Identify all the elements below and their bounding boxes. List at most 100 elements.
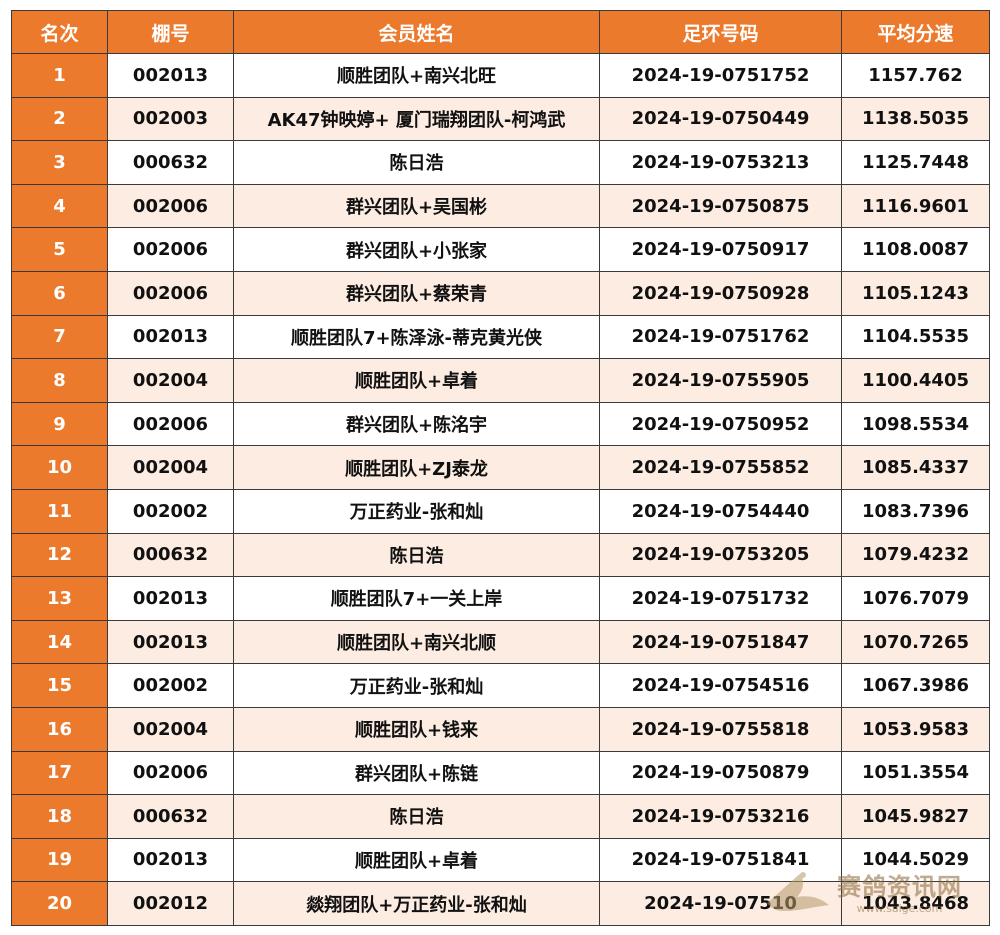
table-row: 6 002006 群兴团队+蔡荣青 2024-19-0750928 1105.1243	[11, 270, 990, 316]
ring-number-cell: 2024-19-0750917	[599, 227, 842, 272]
average-speed-cell: 1125.7448	[841, 140, 990, 185]
average-speed-cell: 1083.7396	[841, 488, 990, 534]
member-name-cell: 顺胜团队+卓着	[233, 837, 600, 883]
header-loft: 棚号	[107, 10, 234, 54]
rank-cell: 3	[11, 140, 108, 185]
rank-cell: 15	[11, 663, 108, 708]
average-speed-cell: 1116.9601	[841, 183, 990, 229]
rank-cell: 14	[11, 619, 108, 665]
loft-cell: 002006	[107, 401, 234, 447]
average-speed-cell: 1044.5029	[841, 837, 990, 883]
loft-cell: 002002	[107, 488, 234, 534]
loft-cell: 000632	[107, 532, 234, 578]
loft-cell: 002012	[107, 881, 234, 926]
average-speed-cell: 1104.5535	[841, 314, 990, 360]
rank-cell: 19	[11, 837, 108, 883]
ring-number-cell: 2024-19-0750879	[599, 750, 842, 796]
loft-cell: 002004	[107, 445, 234, 490]
loft-cell: 002006	[107, 183, 234, 229]
ring-number-cell: 2024-19-0755818	[599, 706, 842, 752]
rank-cell: 1	[11, 53, 108, 98]
rank-cell: 18	[11, 794, 108, 839]
average-speed-cell: 1100.4405	[841, 358, 990, 403]
ring-number-cell: 2024-19-0750928	[599, 270, 842, 316]
ring-number-cell: 2024-19-0751841	[599, 837, 842, 883]
results-table-container: 名次 棚号 会员姓名 足环号码 平均分速 1 002013 顺胜团队+南兴北旺 202…	[11, 10, 990, 926]
member-name-cell: 顺胜团队7+一关上岸	[233, 576, 600, 621]
loft-cell: 002003	[107, 96, 234, 142]
member-name-cell: 万正药业-张和灿	[233, 488, 600, 534]
table-row: 20 002012 燚翔团队+万正药业-张和灿 2024-19-07510 1043.8…	[11, 881, 990, 926]
table-row: 12 000632 陈日浩 2024-19-0753205 1079.4232	[11, 532, 990, 578]
table-row: 16 002004 顺胜团队+钱来 2024-19-0755818 1053.9583	[11, 706, 990, 752]
table-row: 17 002006 群兴团队+陈链 2024-19-0750879 1051.3554	[11, 750, 990, 796]
rank-cell: 13	[11, 576, 108, 621]
table-row: 2 002003 AK47钟映婷+ 厦门瑞翔团队-柯鸿武 2024-19-075044…	[11, 96, 990, 142]
ring-number-cell: 2024-19-0754516	[599, 663, 842, 708]
ring-number-cell: 2024-19-0751732	[599, 576, 842, 621]
rank-cell: 4	[11, 183, 108, 229]
loft-cell: 002013	[107, 619, 234, 665]
rank-cell: 9	[11, 401, 108, 447]
member-name-cell: 万正药业-张和灿	[233, 663, 600, 708]
average-speed-cell: 1053.9583	[841, 706, 990, 752]
header-average-speed: 平均分速	[841, 10, 990, 54]
loft-cell: 002013	[107, 837, 234, 883]
loft-cell: 002002	[107, 663, 234, 708]
member-name-cell: 顺胜团队+南兴北顺	[233, 619, 600, 665]
table-row: 1 002013 顺胜团队+南兴北旺 2024-19-0751752 1157.762	[11, 53, 990, 98]
header-ring-number: 足环号码	[599, 10, 842, 54]
table-row: 7 002013 顺胜团队7+陈泽泳-蒂克黄光侠 2024-19-0751762 110…	[11, 314, 990, 360]
ring-number-cell: 2024-19-0750952	[599, 401, 842, 447]
ring-number-cell: 2024-19-07510	[599, 881, 842, 926]
loft-cell: 002004	[107, 358, 234, 403]
table-row: 14 002013 顺胜团队+南兴北顺 2024-19-0751847 1070.726…	[11, 619, 990, 665]
member-name-cell: 陈日浩	[233, 794, 600, 839]
average-speed-cell: 1043.8468	[841, 881, 990, 926]
member-name-cell: 陈日浩	[233, 140, 600, 185]
loft-cell: 002004	[107, 706, 234, 752]
average-speed-cell: 1085.4337	[841, 445, 990, 490]
loft-cell: 002013	[107, 576, 234, 621]
rank-cell: 10	[11, 445, 108, 490]
table-row: 19 002013 顺胜团队+卓着 2024-19-0751841 1044.5029	[11, 837, 990, 883]
race-results-table: 名次 棚号 会员姓名 足环号码 平均分速 1 002013 顺胜团队+南兴北旺 202…	[11, 10, 990, 926]
table-row: 18 000632 陈日浩 2024-19-0753216 1045.9827	[11, 794, 990, 839]
ring-number-cell: 2024-19-0753205	[599, 532, 842, 578]
ring-number-cell: 2024-19-0755852	[599, 445, 842, 490]
table-row: 3 000632 陈日浩 2024-19-0753213 1125.7448	[11, 140, 990, 185]
member-name-cell: AK47钟映婷+ 厦门瑞翔团队-柯鸿武	[233, 96, 600, 142]
table-row: 9 002006 群兴团队+陈洺宇 2024-19-0750952 1098.5534	[11, 401, 990, 447]
table-row: 15 002002 万正药业-张和灿 2024-19-0754516 1067.3986	[11, 663, 990, 708]
ring-number-cell: 2024-19-0753216	[599, 794, 842, 839]
rank-cell: 12	[11, 532, 108, 578]
ring-number-cell: 2024-19-0751762	[599, 314, 842, 360]
ring-number-cell: 2024-19-0754440	[599, 488, 842, 534]
member-name-cell: 顺胜团队+钱来	[233, 706, 600, 752]
member-name-cell: 群兴团队+陈链	[233, 750, 600, 796]
loft-cell: 000632	[107, 794, 234, 839]
table-row: 4 002006 群兴团队+吴国彬 2024-19-0750875 1116.9601	[11, 183, 990, 229]
member-name-cell: 群兴团队+陈洺宇	[233, 401, 600, 447]
loft-cell: 002013	[107, 314, 234, 360]
loft-cell: 002006	[107, 227, 234, 272]
average-speed-cell: 1105.1243	[841, 270, 990, 316]
table-row: 8 002004 顺胜团队+卓着 2024-19-0755905 1100.4405	[11, 358, 990, 403]
rank-cell: 17	[11, 750, 108, 796]
average-speed-cell: 1067.3986	[841, 663, 990, 708]
member-name-cell: 陈日浩	[233, 532, 600, 578]
rank-cell: 8	[11, 358, 108, 403]
member-name-cell: 群兴团队+蔡荣青	[233, 270, 600, 316]
average-speed-cell: 1098.5534	[841, 401, 990, 447]
ring-number-cell: 2024-19-0750875	[599, 183, 842, 229]
rank-cell: 2	[11, 96, 108, 142]
average-speed-cell: 1079.4232	[841, 532, 990, 578]
average-speed-cell: 1045.9827	[841, 794, 990, 839]
average-speed-cell: 1157.762	[841, 53, 990, 98]
ring-number-cell: 2024-19-0750449	[599, 96, 842, 142]
rank-cell: 16	[11, 706, 108, 752]
member-name-cell: 顺胜团队7+陈泽泳-蒂克黄光侠	[233, 314, 600, 360]
table-header-row: 名次 棚号 会员姓名 足环号码 平均分速	[11, 10, 990, 54]
loft-cell: 002006	[107, 750, 234, 796]
average-speed-cell: 1070.7265	[841, 619, 990, 665]
